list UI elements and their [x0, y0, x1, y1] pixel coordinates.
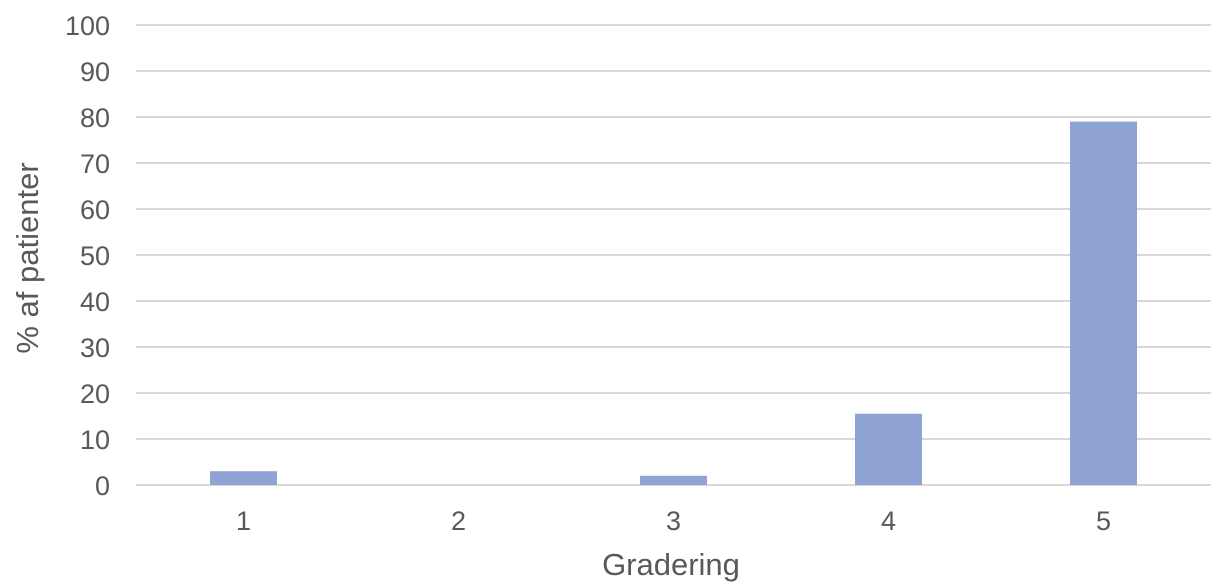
y-tick-label: 50: [80, 241, 110, 271]
y-tick-label: 0: [95, 471, 110, 501]
bar-1: [210, 471, 277, 485]
grid-lines: [136, 24, 1211, 486]
x-tick-labels: 1 2 3 4 5: [236, 506, 1111, 536]
x-tick-label: 3: [666, 506, 681, 536]
y-axis-title: % af patienter: [10, 162, 45, 353]
x-tick-label: 1: [236, 506, 251, 536]
x-tick-label: 5: [1096, 506, 1111, 536]
y-tick-label: 20: [80, 379, 110, 409]
bars: [210, 121, 1137, 485]
bar-3: [640, 475, 707, 485]
x-axis-title: Gradering: [602, 547, 740, 582]
y-tick-label: 80: [80, 103, 110, 133]
y-tick-labels: 0 10 20 30 40 50 60 70 80 90 100: [65, 11, 110, 501]
x-tick-label: 2: [451, 506, 466, 536]
bar-5: [1070, 121, 1137, 485]
y-tick-label: 30: [80, 333, 110, 363]
y-tick-label: 100: [65, 11, 110, 41]
x-tick-label: 4: [881, 506, 896, 536]
bar-4: [855, 413, 922, 485]
y-tick-label: 90: [80, 57, 110, 87]
y-tick-label: 40: [80, 287, 110, 317]
y-tick-label: 70: [80, 149, 110, 179]
y-tick-label: 60: [80, 195, 110, 225]
y-tick-label: 10: [80, 425, 110, 455]
